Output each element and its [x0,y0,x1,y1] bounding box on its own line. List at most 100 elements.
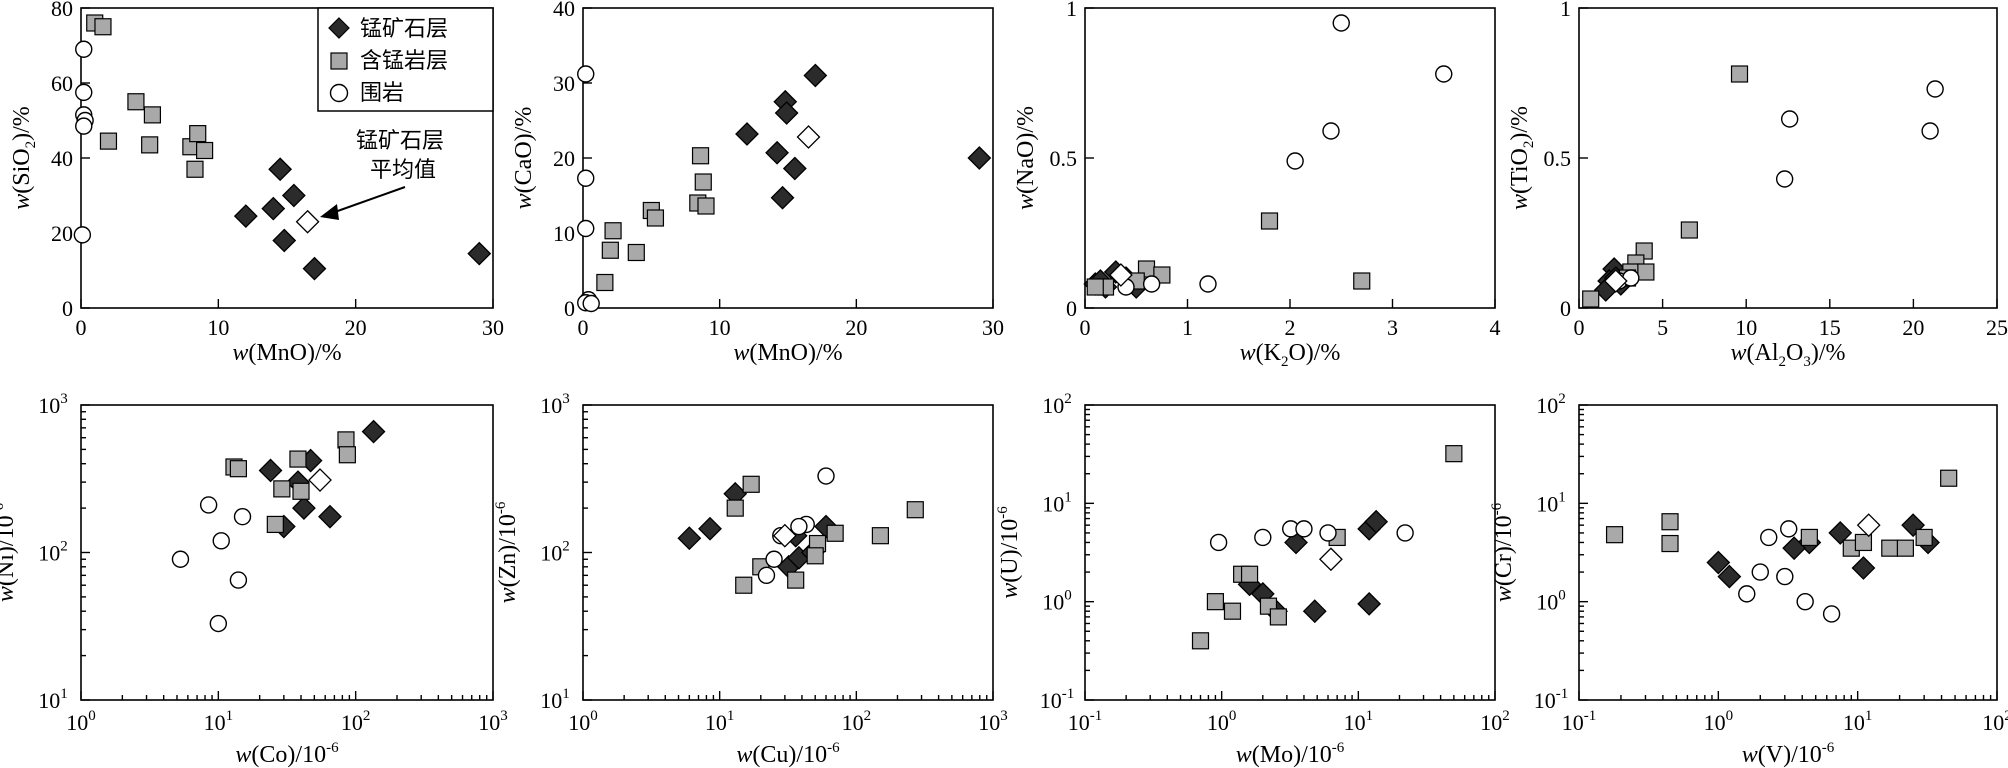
x-tick-label: 102 [1982,708,2008,735]
point-wall-rock [1319,524,1337,542]
panel-7-frame [1084,404,1496,701]
point-wall-rock [1926,80,1944,98]
point-wall-rock [817,467,835,485]
y-tick-label: 30 [553,71,575,96]
point-mn-bearing-rock [292,482,310,500]
point-mn-bearing-rock [143,106,162,124]
point-mn-bearing-rock [1445,445,1463,463]
y-tick-label: 103 [540,391,570,418]
point-mn-bearing-rock [94,18,112,36]
point-wall-rock [1332,14,1350,32]
point-wall-rock [1322,122,1340,140]
legend: 锰矿石层 含锰岩层 围岩 [317,7,494,112]
point-manganese-ore [281,183,306,208]
point-wall-rock [577,169,595,187]
x-tick-label: 100 [1207,708,1237,735]
y-tick-label: 0 [1560,296,1571,321]
point-wall-rock [212,532,230,550]
point-ore-average [772,523,797,548]
panel-1-x-axis-title: w(MnO)/% [232,340,341,366]
y-tick-label: 0.5 [1544,146,1572,171]
y-tick-label: 80 [51,0,73,21]
point-wall-rock [577,65,595,83]
point-wall-rock [1738,585,1756,603]
y-tick-label: 100 [1042,588,1072,615]
x-tick-label: 10 [1735,315,1757,340]
annotation-line-1: 锰矿石层 [356,129,444,154]
x-tick-label: 102 [341,708,371,735]
point-mn-bearing-rock [1582,290,1600,308]
point-mn-bearing-rock [186,160,204,178]
panel-5-frame [80,404,494,701]
point-wall-rock [233,507,252,526]
point-wall-rock [757,566,776,585]
y-tick-label: 40 [553,0,575,21]
y-tick-label: 10-1 [1534,686,1569,713]
point-mn-bearing-rock [627,243,645,262]
point-manganese-ore [272,228,297,253]
panel-7-points [1191,445,1463,650]
point-mn-bearing-rock [1854,533,1873,552]
panel-7-y-axis-title: w(U)/10-6​ [995,506,1023,599]
point-wall-rock [73,226,92,244]
point-manganese-ore [467,241,492,266]
point-mn-bearing-rock [99,132,118,150]
point-wall-rock [75,83,93,102]
point-manganese-ore [1302,599,1327,624]
point-ore-average [1108,263,1133,287]
point-mn-bearing-rock [1206,593,1225,611]
panel-8: 10-1 100 101 102 10-1 100 101 102 w(V)/10-6​ w(Cr… [1489,391,2008,768]
point-manganese-ore [302,256,327,281]
panel-3-points [1083,14,1453,299]
point-manganese-ore [1357,591,1382,616]
point-wall-rock [75,40,93,58]
legend-label-wall-rock: 围岩 [360,81,404,106]
x-tick-label: 0 [578,315,589,340]
y-tick-label: 0 [62,296,73,321]
panel-8-ticks: 10-1 100 101 102 10-1 100 101 102 [1534,391,2008,735]
panel-2-x-axis-title: w(MnO)/% [733,340,842,366]
point-wall-rock [1751,563,1769,581]
point-mn-bearing-rock [1240,565,1259,583]
panel-8-x-axis-title: w(V)/10-6​ [1742,740,1835,768]
y-tick-label: 101 [1042,489,1072,516]
panel-6-y-axis-title: w(Zn)/10-6​ [493,501,521,603]
point-mn-bearing-rock [871,527,889,545]
x-tick-label: 100 [568,708,598,735]
point-wall-rock [1142,275,1161,293]
point-wall-rock [209,614,228,633]
x-tick-label: 30 [982,315,1004,340]
point-wall-rock [1396,524,1414,542]
panel-5: 100101102103101102103w(Co)/10-6​w(Ni)/10… [0,391,508,768]
point-wall-rock [582,294,600,313]
point-wall-rock [1199,275,1217,293]
panel-8-points [1605,469,1958,623]
panel-4-points [1582,65,1944,308]
point-wall-rock [1780,520,1798,538]
x-tick-label: 30 [482,315,504,340]
x-tick-label: 102 [842,708,872,735]
point-manganese-ore [1706,550,1731,575]
point-mn-bearing-rock [1269,608,1287,626]
point-mn-bearing-rock [1896,539,1914,557]
point-wall-rock [199,496,218,514]
point-mn-bearing-rock [1940,469,1958,487]
point-manganese-ore [774,101,799,125]
x-tick-label: 103 [978,708,1008,735]
point-manganese-ore [765,140,789,165]
x-tick-label: 20 [845,315,867,340]
x-tick-label: 2 [1285,315,1296,340]
y-tick-label: 102 [540,539,570,566]
point-mn-bearing-rock [196,141,214,160]
panel-2-points [577,63,992,313]
panel-3-ticks: 0 1 2 3 4 0 0.5 1 [1050,0,1501,340]
point-wall-rock [1775,170,1794,188]
annotation-arrow-head [320,204,339,220]
x-tick-label: 25 [1986,315,2008,340]
x-tick-label: 3 [1387,315,1398,340]
panel-4-y-axis-title: w(TiO2​)/% [1507,106,1537,210]
point-wall-rock [1209,533,1228,552]
point-mn-bearing-rock [1915,528,1933,547]
